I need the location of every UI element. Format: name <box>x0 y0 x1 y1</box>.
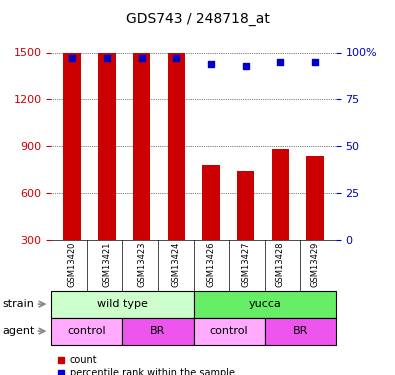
Bar <box>265 318 336 345</box>
Point <box>69 55 75 61</box>
Bar <box>194 318 265 345</box>
Text: BR: BR <box>150 326 166 336</box>
Bar <box>194 291 336 318</box>
Legend: count, percentile rank within the sample: count, percentile rank within the sample <box>56 355 235 375</box>
Bar <box>51 291 194 318</box>
Point <box>243 63 249 69</box>
Bar <box>237 171 254 240</box>
Bar <box>64 45 81 240</box>
Text: control: control <box>210 326 248 336</box>
Point <box>208 61 214 67</box>
Bar <box>272 149 289 240</box>
Text: GDS743 / 248718_at: GDS743 / 248718_at <box>126 12 269 26</box>
Point <box>138 55 145 61</box>
Text: BR: BR <box>293 326 308 336</box>
Text: wild type: wild type <box>97 299 148 309</box>
Bar <box>51 318 122 345</box>
Point <box>277 59 284 65</box>
Text: yucca: yucca <box>248 299 281 309</box>
Text: strain: strain <box>2 299 34 309</box>
Bar <box>122 318 194 345</box>
Bar <box>202 165 220 240</box>
Point <box>103 55 110 61</box>
Point <box>312 59 318 65</box>
Text: agent: agent <box>2 326 34 336</box>
Bar <box>167 29 185 240</box>
Bar <box>133 42 150 240</box>
Text: control: control <box>68 326 106 336</box>
Bar <box>306 156 324 240</box>
Point <box>173 55 179 61</box>
Bar <box>98 52 115 240</box>
